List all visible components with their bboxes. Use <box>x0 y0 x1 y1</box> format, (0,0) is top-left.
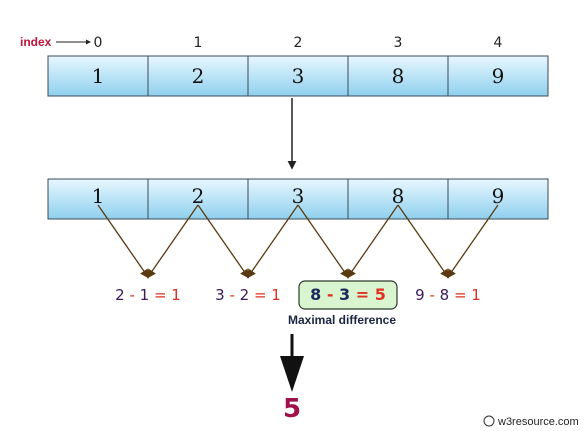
array-cell-box <box>147 178 249 220</box>
index-number: 1 <box>194 35 203 51</box>
index-row: 0 1 2 3 4 <box>94 35 503 51</box>
difference-equation: 9 - 8 = 1 <box>415 286 481 304</box>
difference-arrows <box>97 204 499 279</box>
credit-text: w3resource.com <box>497 416 579 428</box>
bottom-array: 1 2 3 8 9 <box>47 178 549 220</box>
array-cell: 1 <box>47 55 149 97</box>
svg-text:9 - 8 = 1: 9 - 8 = 1 <box>415 286 481 304</box>
index-number: 3 <box>394 35 403 51</box>
result-arrow <box>280 334 304 392</box>
array-cell-box <box>147 55 249 97</box>
difference-arrow <box>146 204 199 279</box>
difference-arrow <box>197 204 250 279</box>
svg-text:3 - 2 = 1: 3 - 2 = 1 <box>215 286 281 304</box>
index-number: 0 <box>94 35 103 51</box>
credit: w3resource.com <box>483 415 579 428</box>
array-cell-value: 2 <box>192 184 205 208</box>
array-cell: 9 <box>447 178 549 220</box>
array-cell-value: 3 <box>292 64 305 88</box>
array-cell: 9 <box>447 55 549 97</box>
difference-arrow <box>346 204 399 279</box>
copyright-icon <box>483 415 495 427</box>
array-cell-value: 1 <box>92 184 105 208</box>
array-cell-value: 8 <box>392 64 405 88</box>
array-cell-value: 8 <box>392 184 405 208</box>
array-cell: 8 <box>347 178 449 220</box>
difference-equation: 2 - 1 = 1 <box>115 286 181 304</box>
final-result: 5 <box>283 394 301 424</box>
array-cell-value: 2 <box>192 64 205 88</box>
array-cell-value: 1 <box>92 64 105 88</box>
array-cell-box <box>47 178 149 220</box>
array-cell: 3 <box>247 178 349 220</box>
svg-text:8 - 3 = 5: 8 - 3 = 5 <box>310 285 386 304</box>
array-cell: 8 <box>347 55 449 97</box>
array-cell-value: 3 <box>292 184 305 208</box>
difference-equations: 2 - 1 = 1 3 - 2 = 1 8 - 3 = 5 9 - 8 = 1 <box>115 280 481 310</box>
difference-arrow <box>446 204 499 279</box>
array-cell: 1 <box>47 178 149 220</box>
array-cell-box <box>447 178 549 220</box>
array-cell: 3 <box>247 55 349 97</box>
array-cell-box <box>447 55 549 97</box>
highlighted-equation: 8 - 3 = 5 <box>298 280 398 310</box>
array-cell: 2 <box>147 178 249 220</box>
svg-text:2 - 1 = 1: 2 - 1 = 1 <box>115 286 181 304</box>
array-cell-box <box>247 55 349 97</box>
top-array: 1 2 3 8 9 <box>47 55 549 97</box>
difference-arrow <box>297 204 350 279</box>
array-cell-box <box>347 178 449 220</box>
index-number: 4 <box>494 35 503 51</box>
difference-arrow <box>397 204 450 279</box>
array-cell-value: 9 <box>492 184 505 208</box>
index-label: index <box>20 35 52 49</box>
maximal-difference-caption: Maximal difference <box>288 313 396 327</box>
difference-arrow <box>246 204 299 279</box>
highlight-box <box>298 280 398 310</box>
array-cell-box <box>247 178 349 220</box>
index-number: 2 <box>294 35 303 51</box>
difference-arrow <box>97 204 150 279</box>
array-cell-value: 9 <box>492 64 505 88</box>
difference-equation: 3 - 2 = 1 <box>215 286 281 304</box>
array-cell: 2 <box>147 55 249 97</box>
